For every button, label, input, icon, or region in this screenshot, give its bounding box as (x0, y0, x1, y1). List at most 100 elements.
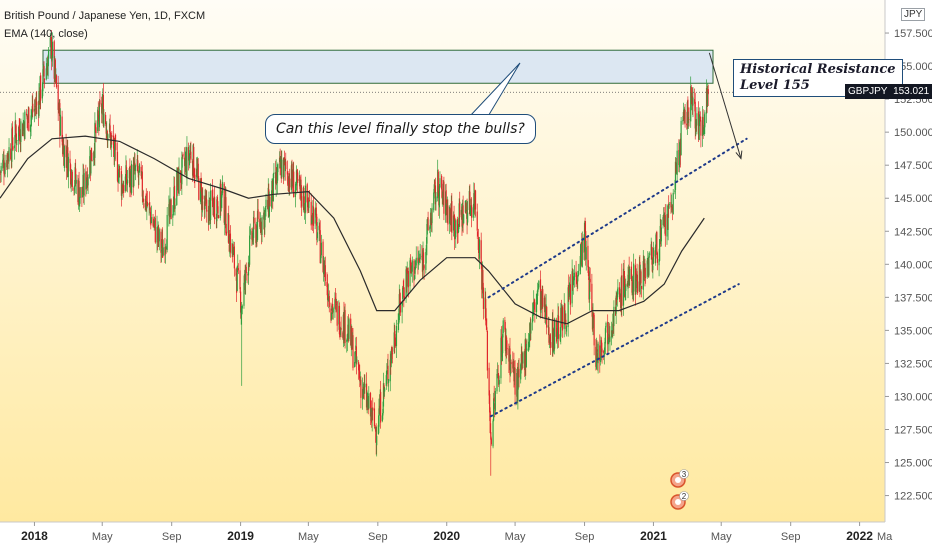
candle-body (571, 271, 573, 304)
candle-body (659, 238, 661, 261)
candle-body (576, 281, 578, 283)
candle-body (623, 271, 625, 277)
candle-body (322, 241, 324, 273)
candle-body (324, 265, 326, 281)
price-tick-label: 155.000 (894, 61, 932, 73)
candle-body (352, 335, 354, 368)
candle-body (660, 227, 662, 242)
candle-body (537, 285, 539, 290)
candle-body (11, 126, 14, 145)
candle-body (90, 150, 92, 174)
candle-body (585, 247, 587, 260)
candle-body (469, 207, 472, 216)
candle-body (425, 244, 428, 253)
candle-body (87, 177, 89, 186)
candle-body (438, 186, 440, 208)
current-price-tag: GBPJPY 153.021 (845, 84, 932, 100)
candle-body (152, 216, 154, 226)
candle-body (212, 198, 214, 204)
candle-body (221, 182, 224, 194)
candle-body (443, 181, 445, 214)
candle-body (686, 123, 688, 126)
candle-body (463, 214, 465, 224)
candle-body (403, 289, 405, 298)
candle-body (595, 349, 598, 369)
candle-body (75, 168, 77, 184)
candle-body (500, 337, 502, 379)
candle-body (548, 327, 550, 343)
candle-body (700, 120, 702, 136)
event-marker-count-badge (679, 469, 689, 479)
candle-body (576, 274, 578, 284)
candle-body (493, 398, 495, 421)
candle-body (699, 115, 701, 117)
candle-body (307, 205, 309, 211)
candle-body (603, 352, 605, 356)
candle-body (455, 220, 457, 238)
candle-body (142, 198, 145, 202)
candle-body (233, 246, 235, 269)
candle-body (506, 337, 508, 350)
time-tick-label: Sep (368, 531, 388, 543)
candle-body (281, 159, 283, 177)
candle-body (441, 189, 443, 199)
candle-body (386, 369, 388, 375)
candle-body (221, 191, 223, 198)
candle-body (569, 284, 572, 305)
candle-body (627, 274, 629, 289)
price-tick-label: 132.500 (894, 358, 932, 370)
candle-body (335, 301, 337, 303)
candle-body (94, 122, 96, 158)
candle-body (419, 253, 421, 260)
candle-body (55, 75, 58, 88)
callout-bubble[interactable]: Can this level finally stop the bulls? (265, 114, 536, 144)
candle-body (498, 374, 500, 385)
candle-body (26, 115, 28, 120)
candle-body (572, 273, 574, 287)
candle-body (98, 102, 101, 128)
candle-body (245, 266, 247, 274)
time-tick-label: May (505, 531, 526, 543)
candle-body (204, 197, 207, 201)
candle-body (160, 231, 162, 253)
candle-body (359, 372, 361, 382)
candle-body (694, 101, 696, 129)
candle-body (406, 272, 408, 287)
candle-body (189, 155, 191, 159)
candle-body (465, 203, 467, 210)
candle-body (557, 315, 560, 339)
candle-body (236, 266, 238, 292)
candle-body (65, 145, 67, 158)
candle-body (346, 339, 348, 342)
price-tick-label: 125.000 (894, 458, 932, 470)
candle-body (644, 263, 646, 277)
candle-body (181, 157, 183, 185)
candle-body (399, 293, 401, 304)
candle-body (593, 314, 595, 346)
candle-body (216, 197, 219, 209)
candle-body (365, 383, 368, 408)
candle-body (141, 171, 143, 197)
candle-body (622, 268, 625, 306)
candle-body (565, 326, 568, 332)
candle-body (101, 103, 103, 115)
time-tick-label: Sep (575, 531, 595, 543)
candle-body (248, 264, 250, 266)
candle-body (15, 123, 17, 133)
candle-body (449, 208, 451, 215)
candle-body (145, 193, 147, 210)
candle-body (454, 216, 456, 240)
indicator-label[interactable]: EMA (140, close) (4, 28, 88, 40)
candle-body (682, 120, 684, 122)
candle-body (680, 120, 682, 156)
candle-body (410, 262, 412, 270)
candle-body (204, 195, 206, 209)
time-axis-panel[interactable] (0, 522, 885, 550)
candle-body (437, 171, 439, 194)
candle-body (164, 246, 167, 253)
price-tick-label: 130.000 (894, 391, 932, 403)
time-tick-label: 2022 (846, 529, 873, 543)
candle-body (452, 215, 455, 231)
candle-body (489, 393, 491, 413)
candle-body (497, 374, 499, 376)
